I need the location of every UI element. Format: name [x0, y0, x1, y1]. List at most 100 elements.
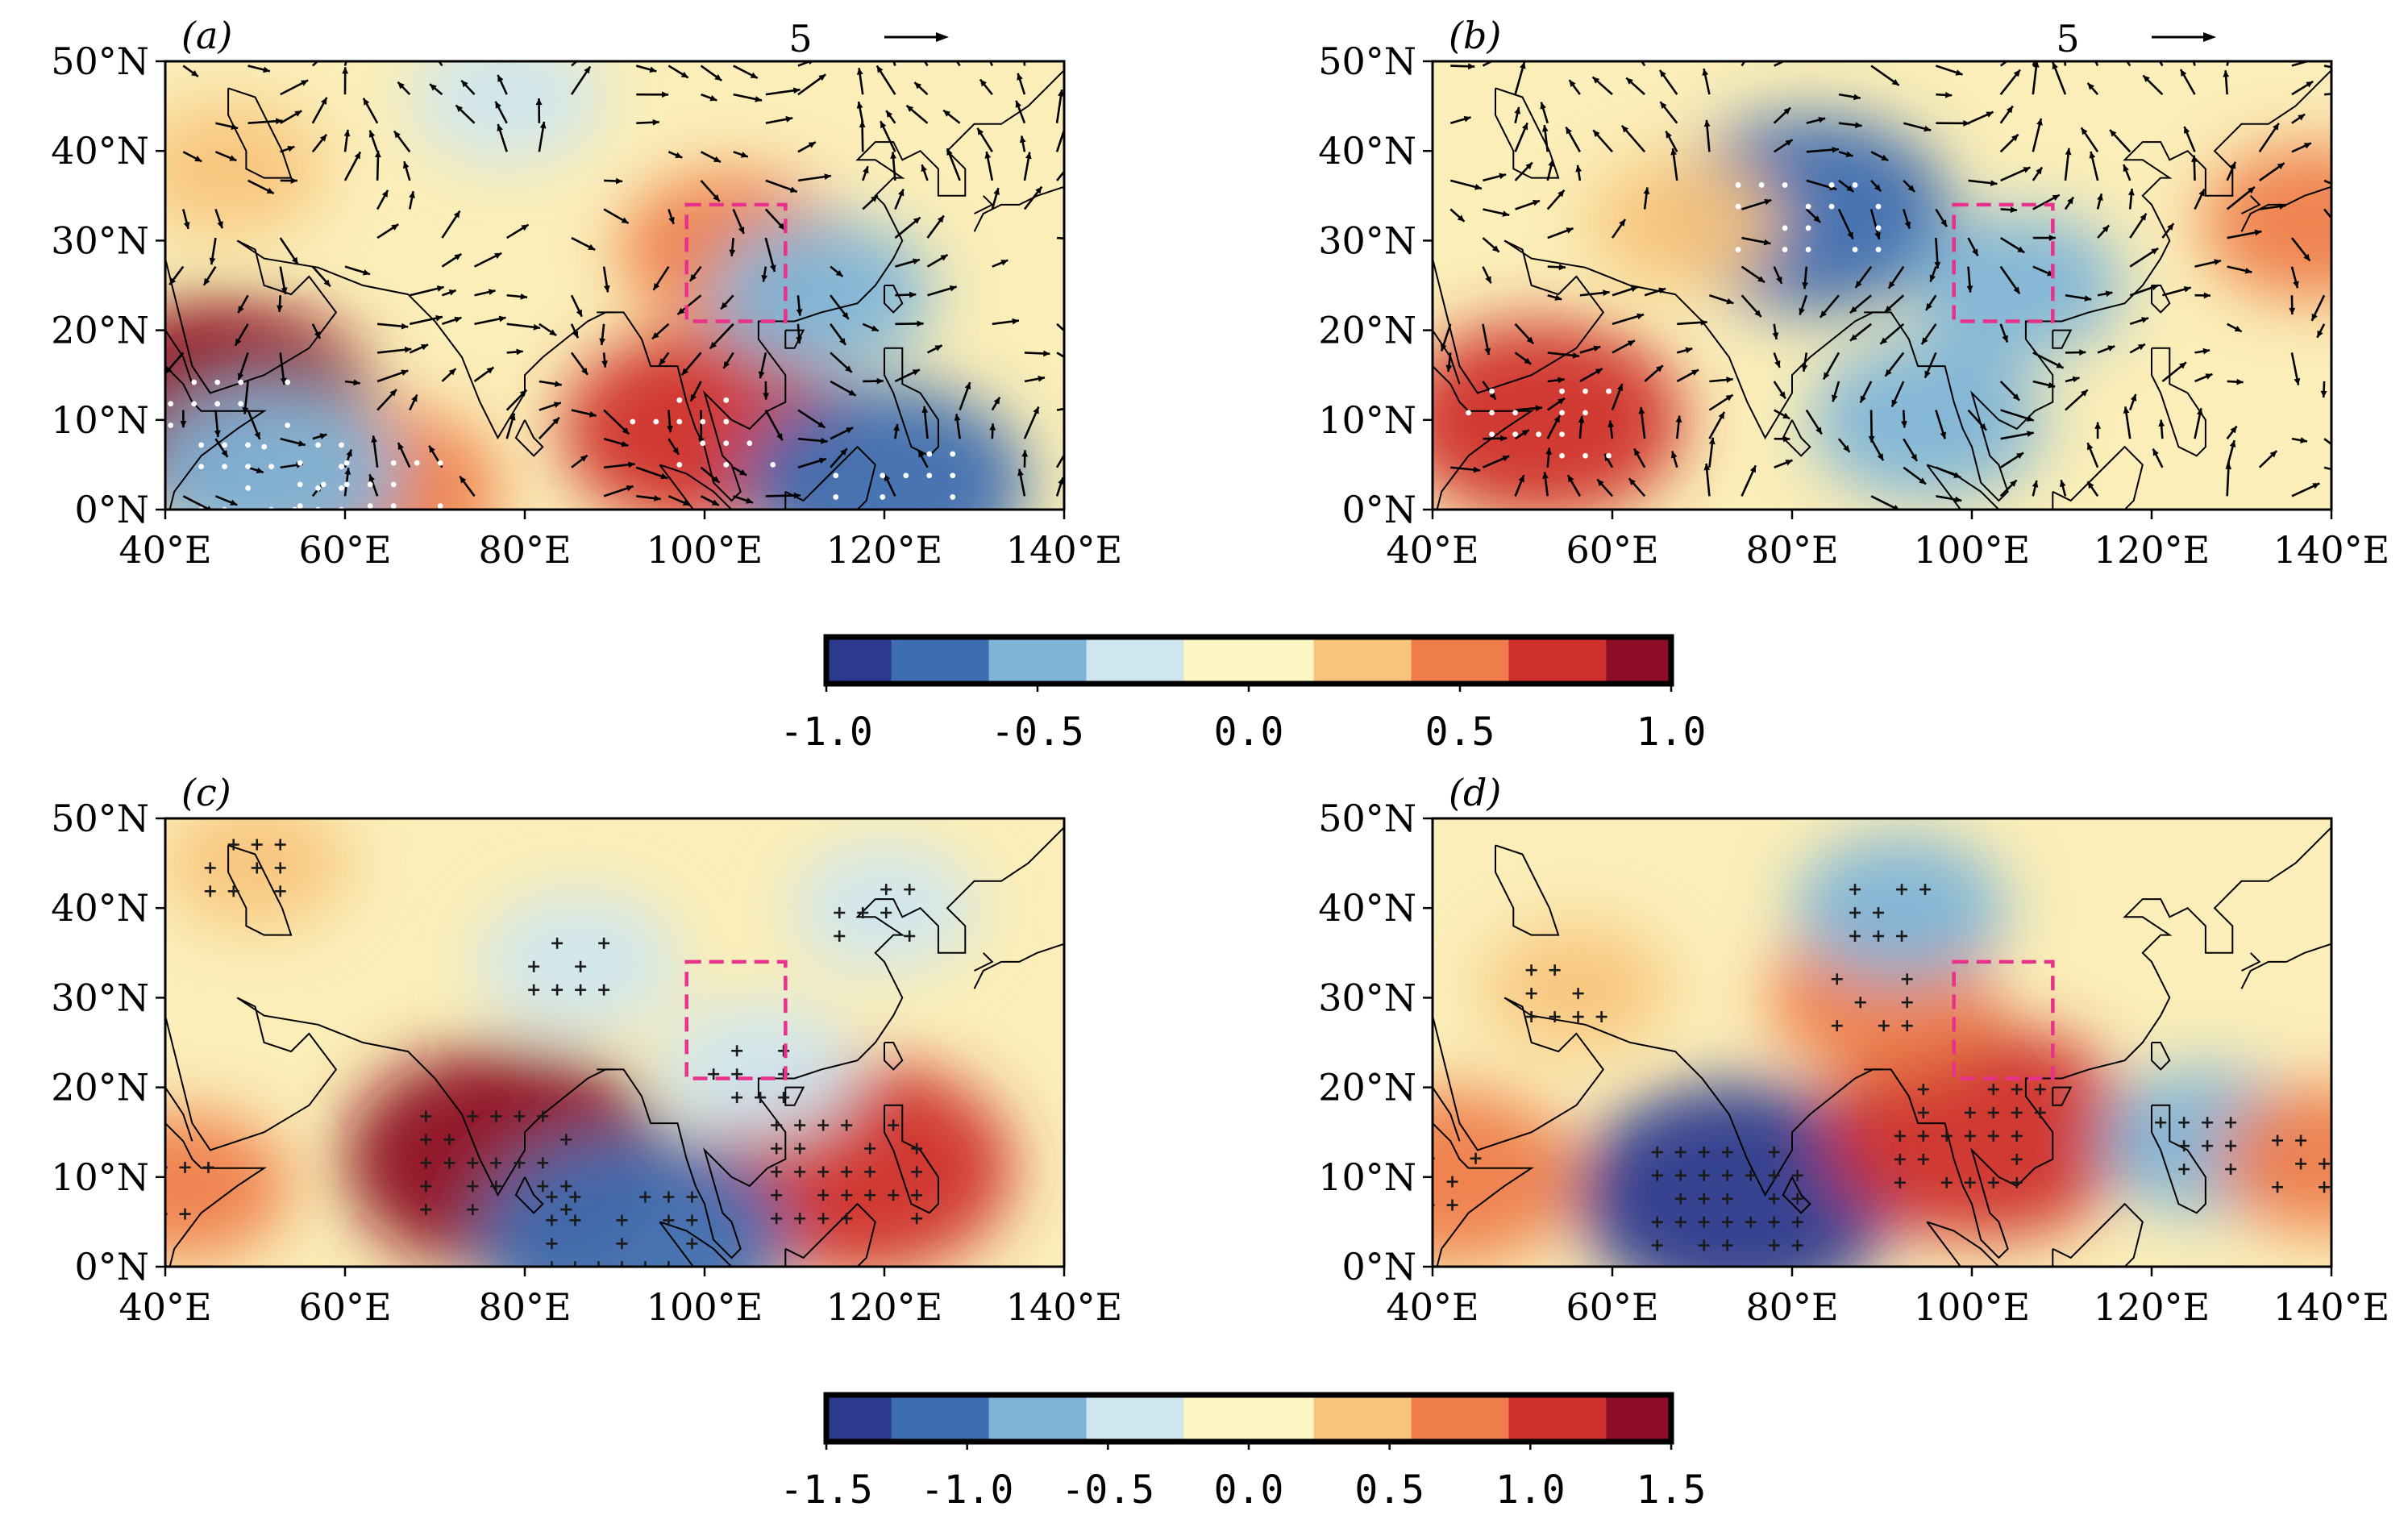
significance-cross: [1901, 973, 1913, 985]
wind-vector: [2065, 349, 2086, 356]
wind-vector: [344, 379, 360, 386]
wind-vector: [1644, 287, 1666, 297]
wind-vector: [1774, 61, 1786, 67]
wind-vector: [2000, 166, 2031, 182]
coastline: [165, 1087, 193, 1142]
wind-vector: [2183, 126, 2196, 152]
colorbar-tick-label: 0.0: [1214, 710, 1284, 755]
significance-cross: [251, 839, 263, 851]
anomaly-center: [165, 385, 401, 510]
wind-vector: [1055, 477, 1064, 497]
significance-dot: [676, 418, 683, 425]
wind-vector: [538, 416, 560, 440]
wind-vector: [1579, 345, 1601, 354]
wind-vector: [535, 98, 543, 123]
significance-cross: [490, 1110, 502, 1122]
significance-dot: [676, 462, 683, 468]
wind-vector: [797, 437, 828, 444]
wind-vector: [603, 208, 630, 224]
wind-vector: [214, 151, 237, 162]
significance-cross: [537, 1110, 549, 1122]
wind-vector: [505, 389, 528, 411]
wind-vector: [926, 344, 943, 354]
significance-cross: [1940, 1176, 1953, 1188]
wind-vector: [1596, 478, 1613, 497]
wind-vector: [1514, 61, 1526, 95]
significance-dot: [1582, 452, 1588, 459]
wind-vector: [182, 151, 202, 163]
significance-cross: [731, 1045, 743, 1057]
significance-cross: [911, 1213, 923, 1225]
wind-vector: [1901, 410, 1907, 428]
significance-cross: [771, 1166, 783, 1178]
wind-vector: [376, 369, 409, 383]
wind-vector: [2194, 259, 2222, 268]
significance-dot: [437, 460, 443, 466]
significance-dot: [285, 379, 291, 385]
significance-cross: [1831, 973, 1843, 985]
wind-vector: [2032, 380, 2056, 389]
significance-cross: [1698, 1216, 1710, 1228]
wind-vector: [1015, 100, 1026, 124]
significance-cross: [904, 930, 916, 942]
wind-vector: [763, 381, 770, 400]
wind-vector: [733, 466, 747, 477]
colorbar-tick-label: -1.0: [921, 1467, 1014, 1513]
colorbar-segment: [826, 1395, 859, 1442]
wind-vector: [1514, 428, 1530, 440]
x-tick-label: 120°E: [2094, 528, 2210, 572]
wind-vector: [603, 409, 630, 435]
significance-cross: [598, 984, 610, 996]
colorbar-segment: [1249, 637, 1282, 684]
significance-dots: [1466, 182, 1882, 459]
wind-vector: [377, 323, 409, 330]
wind-vector: [570, 323, 580, 339]
wind-vector: [1659, 101, 1678, 124]
significance-cross: [546, 1261, 558, 1267]
wind-vector: [237, 352, 249, 381]
wind-vector: [2316, 323, 2326, 339]
significance-cross: [1572, 988, 1584, 1000]
significance-cross: [528, 984, 540, 996]
colorbar-segment: [1313, 637, 1347, 684]
significance-cross: [420, 1204, 432, 1216]
significance-cross: [1917, 1107, 1929, 1119]
y-tick-label: 30°N: [1318, 219, 1416, 262]
colorbar-segment: [1249, 1395, 1282, 1442]
anomaly-center: [2215, 1085, 2331, 1233]
significance-cross: [888, 1119, 900, 1131]
wind-vector: [1514, 106, 1521, 124]
significance-dot: [414, 460, 420, 466]
wind-vector: [1578, 415, 1585, 439]
significance-cross: [841, 1166, 853, 1178]
significance-dot: [653, 418, 659, 425]
wind-vector: [441, 252, 463, 268]
y-tick-label: 20°N: [51, 309, 149, 352]
wind-vector: [279, 237, 299, 265]
wind-vector: [409, 393, 418, 411]
significance-cross: [1791, 1193, 1803, 1205]
wind-vector: [1644, 364, 1664, 382]
wind-vector: [700, 466, 721, 484]
wind-vector: [1449, 179, 1483, 190]
coastline: [2151, 1104, 2206, 1214]
wind-vector: [1838, 93, 1861, 101]
wind-vector: [1741, 236, 1771, 246]
significance-cross: [1651, 1169, 1663, 1181]
coastline: [1782, 1176, 1811, 1214]
significance-cross: [817, 1166, 830, 1178]
anomaly-field: [1433, 835, 2331, 1267]
significance-cross: [616, 1261, 628, 1267]
significance-dot: [1758, 182, 1765, 188]
significance-dot: [1852, 247, 1858, 252]
wind-vector: [2291, 437, 2308, 443]
wind-vector: [1774, 409, 1790, 420]
wind-vector: [917, 449, 929, 468]
significance-dot: [1536, 431, 1541, 437]
significance-crosses: [165, 839, 923, 1267]
wind-vector: [1709, 293, 1734, 305]
x-tick-label: 80°E: [478, 528, 571, 572]
significance-cross: [1549, 964, 1561, 976]
wind-vector: [894, 189, 905, 210]
significance-dot: [268, 464, 274, 470]
